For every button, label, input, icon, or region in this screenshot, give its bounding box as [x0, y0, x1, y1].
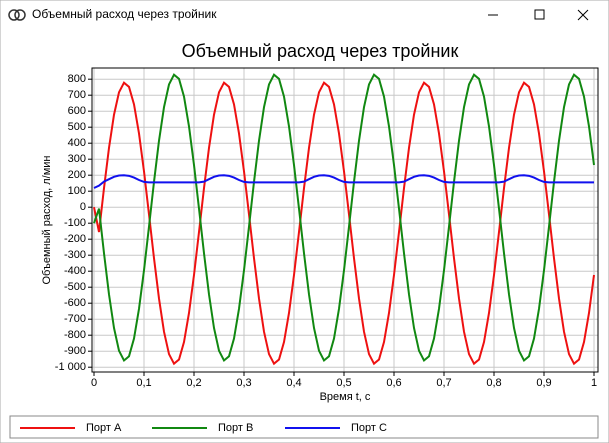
plot-border — [91, 67, 599, 373]
y-tick-label: 800 — [68, 73, 86, 85]
data-line — [93, 81, 595, 366]
window-title: Объемный расход через тройник — [32, 7, 217, 21]
x-tick-label: 1 — [591, 377, 597, 389]
data-line — [93, 174, 594, 189]
y-tick-label: -200 — [64, 233, 86, 245]
app-icon — [8, 9, 26, 21]
y-tick-label: -400 — [64, 265, 86, 277]
y-tick-label: 600 — [68, 105, 86, 117]
x-tick-label: 0,5 — [336, 377, 351, 389]
x-tick-label: 0,9 — [536, 377, 551, 389]
y-tick-label: -100 — [64, 217, 86, 229]
x-tick-label: 0,1 — [136, 377, 151, 389]
x-tick-label: 0,3 — [236, 377, 251, 389]
y-tick-label: 500 — [68, 121, 86, 133]
y-tick-label: 300 — [68, 153, 86, 165]
x-tick-label: 0,7 — [436, 377, 451, 389]
x-tick-label: 0,8 — [486, 377, 501, 389]
y-tick-label: -700 — [64, 313, 86, 325]
y-tick-label: -1 000 — [55, 361, 86, 373]
data-line — [93, 73, 595, 363]
y-tick-label: -300 — [64, 249, 86, 261]
y-tick-label: 0 — [80, 201, 86, 213]
close-button[interactable] — [577, 9, 589, 21]
legend-label: Порт A — [86, 422, 122, 434]
y-tick-label: -800 — [64, 329, 86, 341]
x-tick-label: 0 — [91, 377, 97, 389]
y-tick-label: 400 — [68, 137, 86, 149]
y-tick-label: -900 — [64, 345, 86, 357]
legend-label: Порт B — [218, 422, 253, 434]
chart-title: Объемный расход через тройник — [182, 41, 459, 61]
x-axis-label: Время t, с — [320, 391, 371, 403]
x-tick-label: 0,2 — [186, 377, 201, 389]
maximize-button[interactable] — [534, 9, 545, 20]
plot-area — [92, 68, 598, 372]
x-tick-label: 0,6 — [386, 377, 401, 389]
x-tick-label: 0,4 — [286, 377, 301, 389]
legend-label: Порт C — [351, 422, 387, 434]
plot-lines — [93, 73, 595, 366]
y-tick-label: 200 — [68, 169, 86, 181]
y-axis-label: Объемный расход, л/мин — [41, 155, 53, 284]
y-tick-label: 700 — [68, 89, 86, 101]
y-tick-label: 100 — [68, 185, 86, 197]
y-tick-label: -600 — [64, 297, 86, 309]
y-tick-label: -500 — [64, 281, 86, 293]
